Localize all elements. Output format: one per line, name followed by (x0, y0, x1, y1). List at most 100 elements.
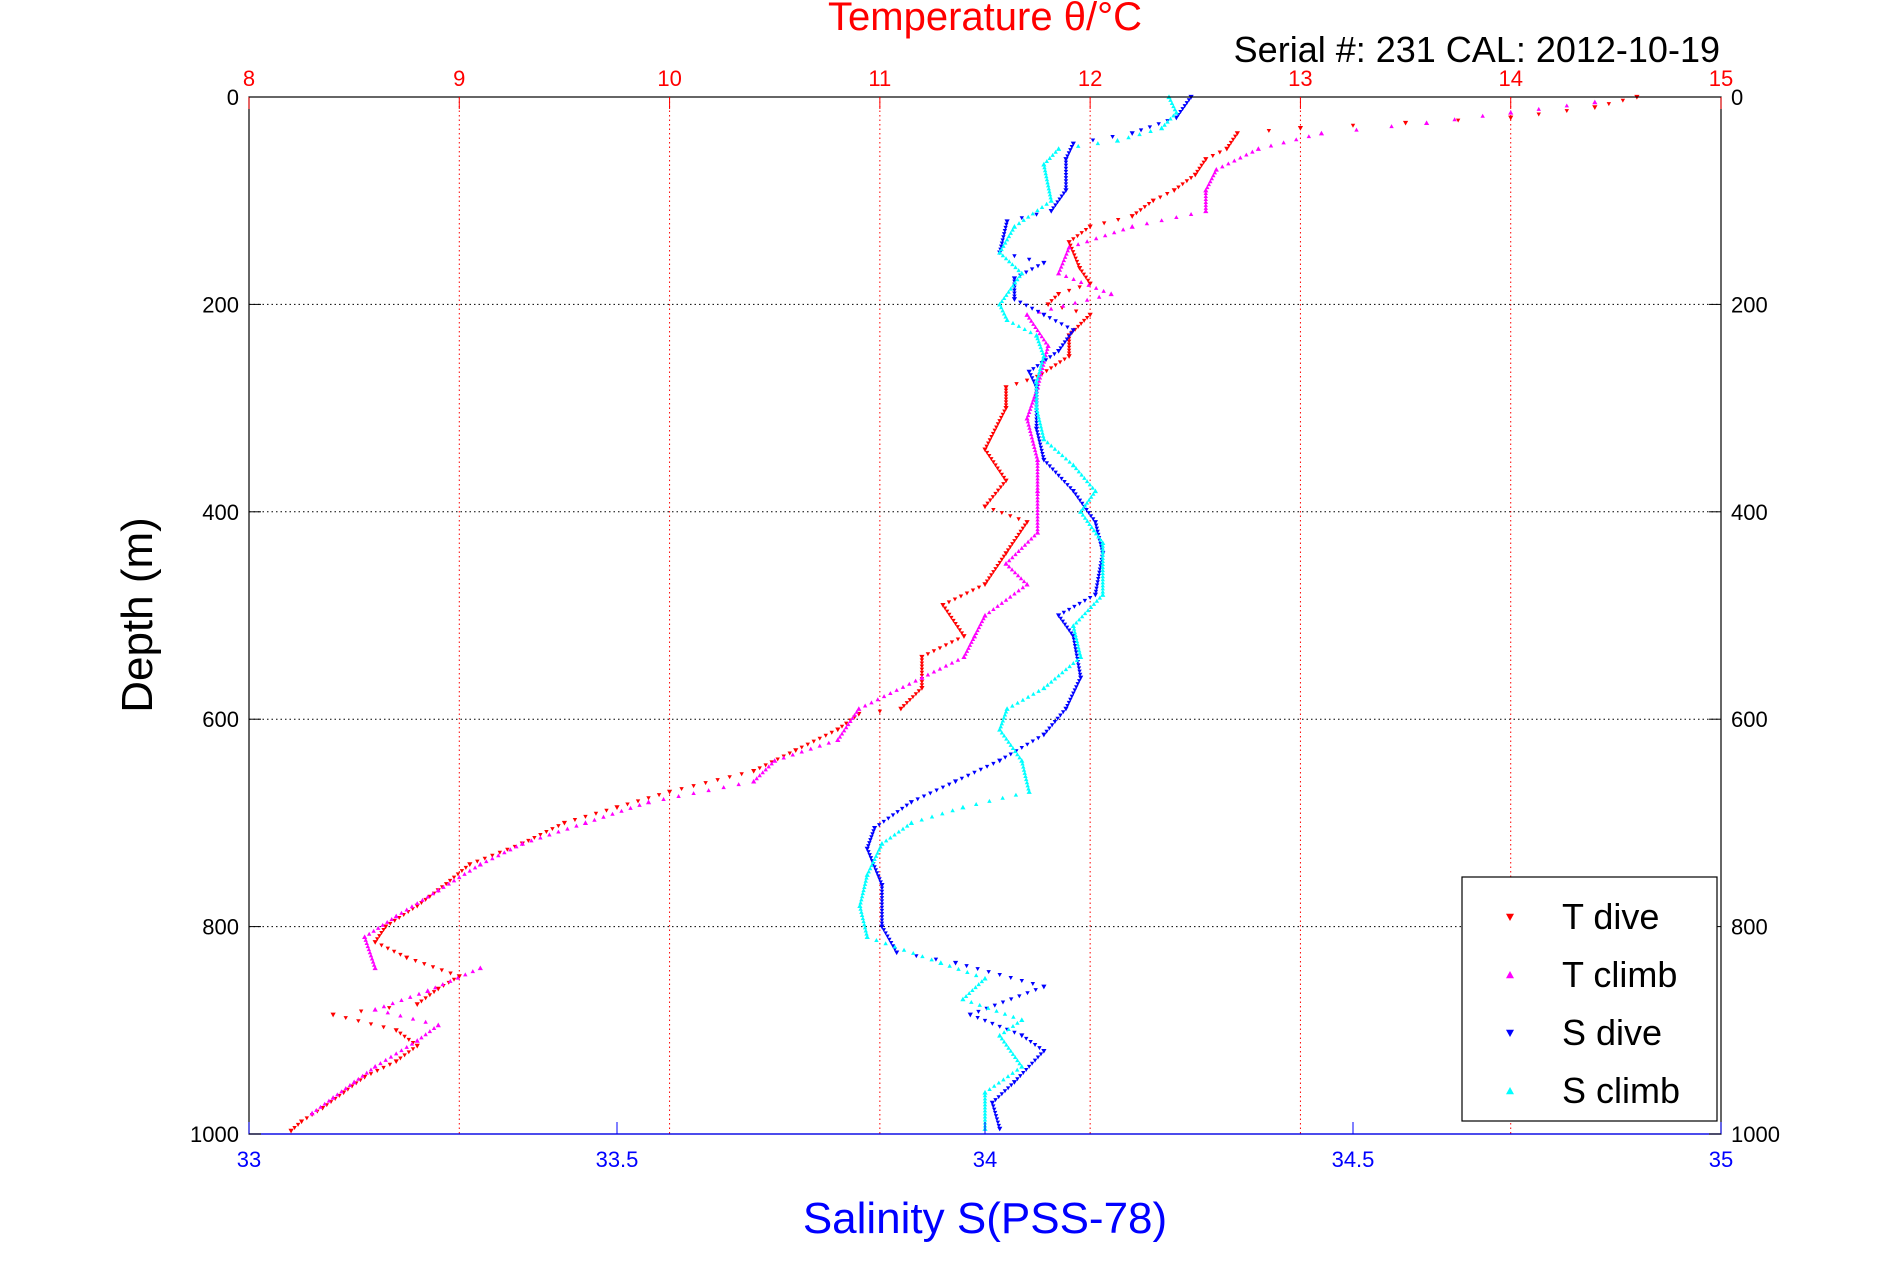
profile-marker (1039, 360, 1045, 365)
profile-marker (463, 972, 468, 977)
profile-marker (1067, 664, 1072, 669)
profile-marker (691, 784, 696, 789)
profile-marker (1188, 211, 1194, 216)
profile-marker (363, 937, 368, 942)
profile-marker (1063, 166, 1069, 171)
profile-marker (1037, 375, 1043, 380)
data-point (961, 654, 967, 660)
data-point (1129, 224, 1135, 229)
profile-marker (1023, 774, 1028, 778)
profile-marker (1085, 278, 1091, 283)
profile-marker (295, 1122, 301, 1127)
profile-marker (987, 576, 992, 581)
data-point (997, 726, 1003, 732)
profile-marker (1075, 642, 1080, 647)
profile-marker (937, 646, 943, 651)
profile-marker (1017, 755, 1022, 760)
profile-marker (1035, 336, 1040, 341)
profile-marker (335, 1092, 340, 1097)
profile-marker (1071, 277, 1076, 281)
profile-marker (532, 835, 537, 840)
profile-marker (984, 764, 990, 769)
profile-marker (384, 919, 390, 924)
profile-marker (1003, 403, 1009, 408)
profile-marker (1016, 588, 1021, 593)
salinity-tick-label: 35 (1709, 1147, 1733, 1172)
profile-marker (987, 438, 993, 443)
profile-marker (1203, 194, 1208, 199)
profile-marker (565, 826, 570, 831)
profile-marker (1057, 267, 1063, 272)
profile-marker (1003, 597, 1009, 602)
profile-marker (998, 485, 1003, 490)
legend-marker (1506, 1029, 1514, 1037)
data-point (898, 706, 904, 712)
profile-marker (1021, 767, 1027, 772)
data-point (1224, 146, 1230, 152)
profile-marker (1029, 267, 1035, 272)
profile-marker (1039, 204, 1045, 209)
profile-marker (1003, 388, 1009, 393)
profile-marker (402, 1034, 407, 1039)
profile-marker (1035, 495, 1040, 500)
profile-marker (1025, 694, 1031, 699)
profile-marker (1028, 406, 1033, 411)
data-point (1011, 276, 1018, 282)
profile-marker (356, 1019, 361, 1024)
data-point (1063, 188, 1069, 193)
data-point (1045, 302, 1051, 307)
profile-marker (914, 954, 919, 959)
profile-marker (862, 881, 868, 886)
profile-marker (978, 767, 983, 772)
profile-marker (390, 1001, 395, 1006)
profile-marker (1455, 118, 1461, 123)
data-point (772, 758, 778, 763)
profile-marker (904, 823, 910, 828)
profile-marker (1003, 400, 1009, 405)
profile-marker (1077, 669, 1082, 674)
data-point (879, 924, 885, 930)
profile-marker (1024, 777, 1029, 782)
data-point (1070, 623, 1076, 628)
data-point (1297, 126, 1304, 131)
profile-marker (1022, 542, 1028, 547)
profile-marker (873, 868, 879, 873)
profile-marker (1015, 1077, 1020, 1082)
profile-marker (868, 856, 874, 861)
profile-marker (989, 457, 994, 462)
data-point (1048, 208, 1054, 214)
profile-marker (379, 931, 384, 936)
profile-marker (1029, 536, 1034, 541)
profile-marker (977, 1002, 982, 1007)
profile-marker (964, 591, 970, 596)
profile-marker (1050, 467, 1055, 472)
profile-marker (1008, 752, 1013, 757)
series-s-climb (857, 94, 1179, 1131)
data-point (1092, 520, 1098, 525)
profile-marker (904, 803, 909, 808)
profile-marker (1035, 511, 1040, 516)
profile-marker (1038, 424, 1044, 429)
data-point (1056, 613, 1062, 619)
profile-marker (601, 814, 606, 819)
data-point (982, 447, 988, 453)
profile-marker (1086, 511, 1091, 516)
data-point (908, 800, 914, 805)
profile-marker (799, 745, 804, 750)
profile-marker (984, 450, 990, 455)
profile-marker (839, 731, 845, 736)
profile-marker (1035, 470, 1040, 475)
data-point (1026, 789, 1032, 794)
profile-marker (1001, 1030, 1007, 1035)
data-point (960, 996, 966, 1002)
profile-marker (1081, 318, 1087, 323)
profile-marker (1052, 446, 1058, 451)
profile-marker (1188, 176, 1194, 181)
profile-marker (1306, 134, 1312, 139)
profile-marker (919, 661, 925, 666)
profile-marker (787, 751, 792, 756)
profile-marker (1003, 314, 1008, 319)
profile-marker (1000, 238, 1005, 243)
profile-marker (448, 978, 453, 983)
profile-marker (805, 742, 810, 747)
